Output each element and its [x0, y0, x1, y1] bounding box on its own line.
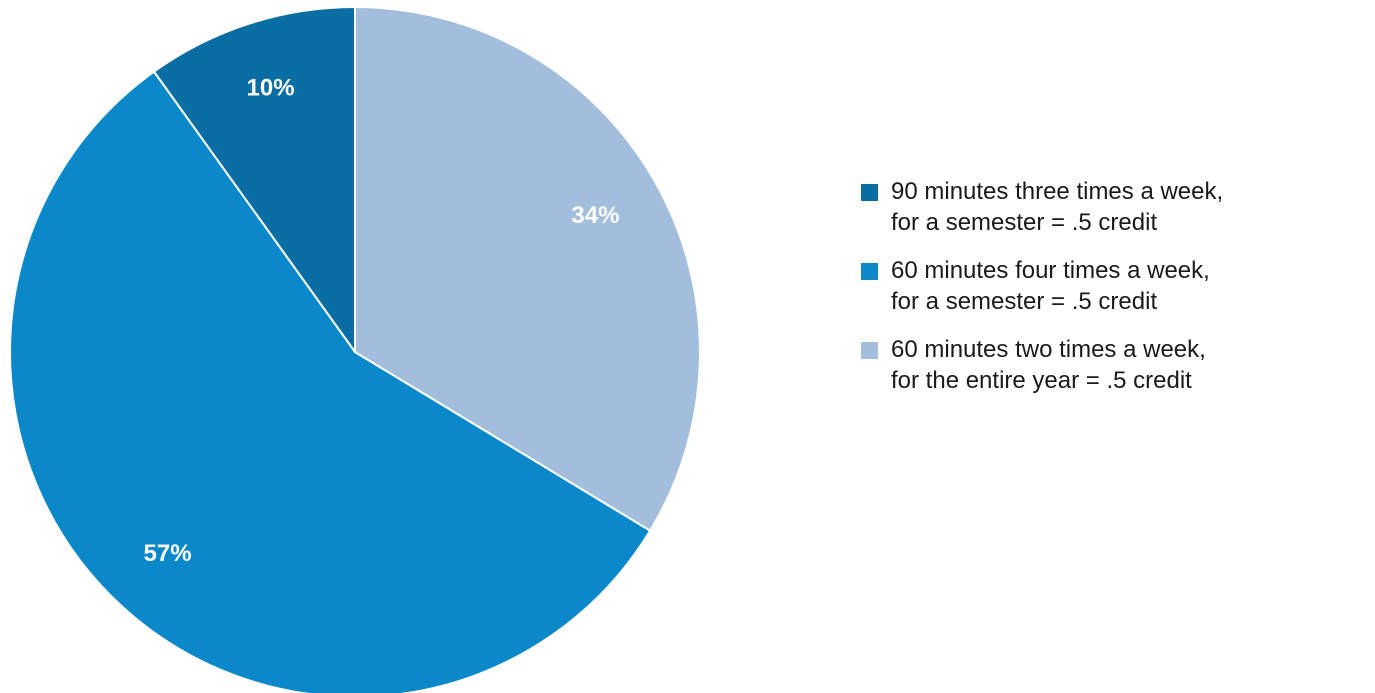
pie-slices [9, 5, 701, 693]
legend-label-line1: 90 minutes three times a week, [891, 178, 1224, 205]
legend-label-line1: 60 minutes two times a week, [891, 336, 1206, 363]
data-label-60-min-two-times: 34% [571, 202, 619, 229]
data-label-60-min-four-times: 57% [144, 540, 192, 567]
legend-label-line2: for a semester = .5 credit [891, 209, 1158, 236]
pie-slice-60-min-four-times [9, 70, 652, 693]
pie-slice-90-min-three-times [152, 5, 356, 356]
legend-label-line2: for the entire year = .5 credit [891, 367, 1192, 394]
legend-swatch-icon [861, 263, 878, 280]
legend-label-line2: for a semester = .5 credit [891, 288, 1158, 315]
legend-item-60-min-two-times: 60 minutes two times a week, for the ent… [861, 334, 1361, 396]
pie-slice-60-min-two-times [354, 5, 701, 533]
data-label-90-min-three-times: 10% [247, 75, 295, 102]
legend-label-line1: 60 minutes four times a week, [891, 257, 1210, 284]
legend-item-60-min-four-times: 60 minutes four times a week, for a seme… [861, 255, 1361, 317]
legend-item-90-min-three-times: 90 minutes three times a week, for a sem… [861, 176, 1361, 238]
chart-legend: 90 minutes three times a week, for a sem… [861, 176, 1361, 413]
pie-data-labels: 10% 57% 34% [144, 75, 620, 567]
legend-swatch-icon [861, 342, 878, 359]
legend-swatch-icon [861, 184, 878, 201]
